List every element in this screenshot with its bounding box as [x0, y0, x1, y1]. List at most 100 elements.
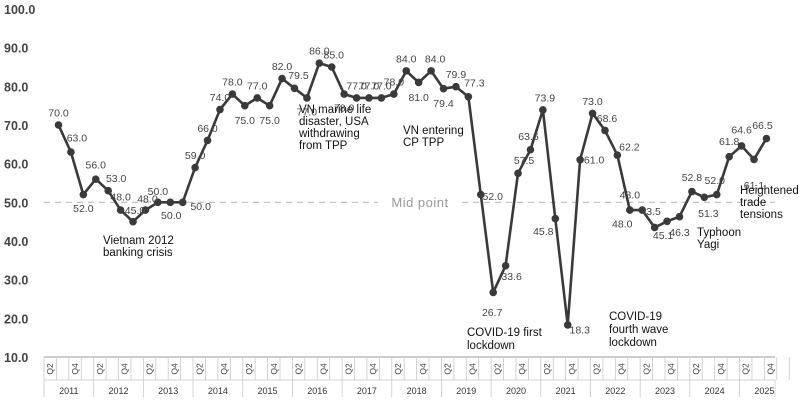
data-label: 75.0 — [259, 115, 280, 127]
quarter-tick-label: Q4 — [766, 363, 776, 375]
data-point — [489, 288, 498, 297]
data-label: 50.0 — [190, 201, 211, 213]
data-point — [638, 206, 647, 214]
data-label: 73.9 — [535, 92, 556, 104]
data-label: 46.3 — [669, 227, 690, 239]
year-tick-label: 2025 — [754, 386, 774, 396]
year-tick-label: 2012 — [109, 386, 129, 396]
data-point — [91, 175, 100, 183]
data-label: 84.0 — [396, 53, 417, 65]
quarter-tick-label: Q2 — [294, 363, 304, 375]
year-tick-label: 2020 — [506, 386, 526, 396]
data-label: 66.0 — [197, 123, 218, 135]
quarter-tick-label: Q2 — [244, 363, 254, 375]
data-point — [626, 206, 634, 214]
y-tick-label: 70.0 — [4, 119, 28, 133]
data-point — [427, 67, 435, 75]
data-label: 77.0 — [297, 106, 318, 118]
data-point — [576, 156, 584, 164]
data-label: 61.1 — [744, 180, 765, 192]
data-point — [762, 134, 771, 143]
data-point — [54, 121, 63, 129]
y-tick-label: 40.0 — [4, 235, 28, 249]
event-annotation: trade — [740, 197, 766, 209]
data-label: 26.7 — [482, 307, 503, 319]
data-label: 45.1 — [653, 230, 674, 242]
quarter-tick-label: Q2 — [45, 363, 55, 375]
data-label: 52.0 — [483, 191, 504, 203]
quarter-tick-label: Q4 — [269, 363, 279, 375]
data-label: 45.8 — [533, 226, 554, 238]
event-annotation: Yagi — [697, 239, 719, 251]
data-label: 81.0 — [408, 92, 429, 104]
data-label: 33.6 — [501, 271, 522, 283]
data-label: 78.0 — [384, 77, 405, 89]
quarter-tick-label: Q2 — [741, 363, 751, 375]
data-point — [166, 198, 175, 207]
data-label: 64.6 — [731, 124, 752, 136]
data-label: 50.0 — [161, 210, 182, 222]
data-point — [116, 206, 125, 214]
data-point — [414, 78, 423, 87]
data-point — [191, 163, 199, 172]
data-label: 63.0 — [67, 133, 88, 145]
event-annotation: lockdown — [467, 340, 515, 352]
quarter-tick-label: Q2 — [592, 363, 602, 375]
data-label: 66.5 — [752, 120, 773, 132]
data-point — [178, 198, 187, 207]
event-annotation: Heightened — [740, 185, 799, 197]
data-point — [154, 198, 162, 207]
data-label: 68.6 — [597, 113, 618, 125]
quarter-tick-label: Q2 — [145, 363, 155, 375]
year-tick-label: 2018 — [407, 386, 427, 396]
y-tick-label: 80.0 — [4, 80, 28, 94]
year-tick-label: 2024 — [705, 386, 725, 396]
data-point — [265, 101, 274, 110]
data-label: 77.0 — [247, 80, 268, 92]
quarter-tick-label: Q4 — [368, 363, 378, 375]
data-label: 77.0 — [359, 80, 380, 92]
data-label: 79.5 — [288, 70, 309, 82]
year-tick-label: 2022 — [605, 386, 625, 396]
data-point — [464, 92, 473, 101]
quarter-tick-label: Q4 — [70, 363, 80, 375]
data-point — [340, 90, 348, 98]
quarter-tick-label: Q2 — [393, 363, 403, 375]
data-label: 78.0 — [222, 77, 243, 89]
midpoint-label-background — [378, 193, 462, 210]
data-label: 18.3 — [570, 324, 591, 336]
data-label: 79.4 — [433, 98, 454, 110]
event-annotation: from TPP — [299, 140, 348, 152]
data-label: 85.0 — [324, 50, 345, 62]
data-label: 74.0 — [210, 92, 231, 104]
y-tick-label: 30.0 — [4, 274, 28, 288]
data-point — [476, 190, 485, 199]
quarter-tick-label: Q2 — [542, 363, 552, 375]
data-label: 43.5 — [640, 206, 661, 218]
data-label: 61.0 — [584, 154, 605, 166]
data-point — [377, 94, 386, 102]
data-label: 50.0 — [148, 186, 169, 198]
data-label: 56.0 — [86, 160, 107, 172]
quarter-tick-label: Q4 — [318, 363, 328, 375]
data-point — [253, 94, 262, 102]
data-label: 79.9 — [446, 69, 467, 81]
data-label: 84.0 — [425, 53, 446, 65]
data-label: 57.5 — [514, 155, 535, 167]
quarter-tick-label: Q2 — [492, 363, 502, 375]
data-label: 61.8 — [719, 136, 740, 148]
data-label: 48.0 — [110, 192, 131, 204]
data-point — [79, 190, 88, 199]
event-annotation: COVID-19 first — [467, 327, 543, 339]
year-tick-label: 2019 — [456, 386, 476, 396]
series-line — [57, 61, 768, 327]
y-tick-label: 20.0 — [4, 312, 28, 326]
data-point — [539, 106, 547, 114]
event-annotation: Typhoon — [697, 227, 741, 239]
data-point — [241, 101, 249, 110]
event-annotation: COVID-19 — [609, 311, 662, 323]
data-label: 52.0 — [705, 175, 726, 187]
data-label: 62.2 — [619, 142, 640, 154]
quarter-tick-label: Q2 — [95, 363, 105, 375]
